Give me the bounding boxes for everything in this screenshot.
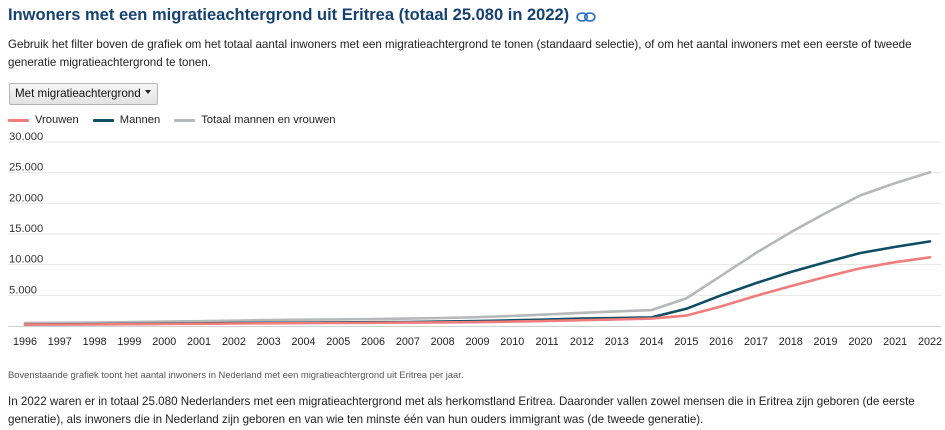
y-tick-label: 15.000: [9, 223, 43, 235]
x-tick-label: 2005: [326, 336, 350, 348]
y-tick-label: 30.000: [9, 131, 43, 143]
body-paragraph: In 2022 waren er in totaal 25.080 Nederl…: [8, 395, 915, 426]
x-tick-label: 2000: [152, 336, 176, 348]
title-row: Inwoners met een migratieachtergrond uit…: [8, 6, 596, 25]
x-tick-label: 1997: [48, 336, 72, 348]
x-tick-label: 2013: [605, 336, 629, 348]
legend-item-totaal[interactable]: Totaal mannen en vrouwen: [174, 114, 336, 126]
x-tick-label: 2016: [709, 336, 733, 348]
x-tick-label: 2014: [640, 336, 664, 348]
caret-down-icon: [144, 90, 151, 94]
x-tick-label: 2022: [918, 336, 942, 348]
x-tick-label: 2015: [674, 336, 698, 348]
x-tick-label: 2009: [465, 336, 489, 348]
series-line-totaal: [23, 170, 932, 325]
x-tick-label: 1999: [117, 336, 141, 348]
filter-dropdown[interactable]: Met migratieachtergrond: [9, 83, 158, 105]
legend-item-vrouwen[interactable]: Vrouwen: [8, 114, 79, 126]
x-tick-label: 2001: [187, 336, 211, 348]
legend-swatch-vrouwen: [8, 118, 29, 122]
link-icon[interactable]: [576, 10, 596, 22]
line-chart: 5.000 10.000 15.000 20.000 25.000 30.000 1996 1…: [8, 131, 942, 348]
y-tick-label: 10.000: [9, 254, 43, 266]
x-tick-label: 2019: [814, 336, 838, 348]
y-tick-label: 20.000: [9, 192, 43, 204]
page-title: Inwoners met een migratieachtergrond uit…: [8, 6, 570, 24]
x-tick-label: 2018: [779, 336, 803, 348]
legend-label-mannen: Mannen: [119, 114, 161, 126]
x-tick-label: 2010: [500, 336, 524, 348]
x-tick-label: 1998: [83, 336, 107, 348]
x-tick-label: 2002: [222, 336, 246, 348]
x-tick-label: 2004: [291, 336, 315, 348]
x-tick-label: 2006: [361, 336, 385, 348]
x-tick-label: 2012: [570, 336, 594, 348]
series-line-mannen: [23, 240, 932, 326]
x-tick-label: 2003: [257, 336, 281, 348]
legend-swatch-mannen: [92, 118, 114, 122]
chart-legend: Vrouwen Mannen Totaal mannen en vrouwen: [8, 114, 350, 126]
series-line-vrouwen: [23, 255, 932, 326]
x-tick-label: 2008: [431, 336, 455, 348]
y-tick-label: 25.000: [9, 162, 43, 174]
legend-swatch-totaal: [174, 118, 196, 122]
legend-label-totaal: Totaal mannen en vrouwen: [201, 114, 336, 126]
x-tick-label: 2011: [536, 336, 559, 348]
legend-label-vrouwen: Vrouwen: [35, 114, 79, 126]
legend-item-mannen[interactable]: Mannen: [92, 114, 161, 126]
filter-selected-value: Met migratieachtergrond: [15, 87, 141, 100]
intro-text: Gebruik het filter boven de grafiek om h…: [8, 38, 912, 69]
chart-caption: Bovenstaande grafiek toont het aantal in…: [8, 369, 464, 380]
x-tick-label: 1996: [13, 336, 37, 348]
x-tick-label: 2017: [744, 336, 768, 348]
x-tick-label: 2007: [396, 336, 420, 348]
y-tick-label: 5.000: [9, 284, 37, 296]
x-tick-label: 2020: [848, 336, 872, 348]
x-tick-label: 2021: [883, 336, 907, 348]
